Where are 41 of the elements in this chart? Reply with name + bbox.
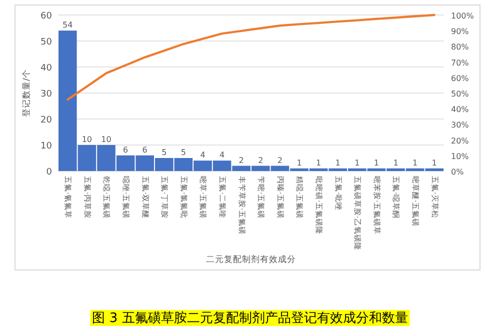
- y2-tick-label: 90%: [451, 27, 470, 36]
- y2-tick-label: 50%: [451, 90, 470, 98]
- data-label: 5: [162, 148, 167, 157]
- text: 图 3 五氟磺草胺二元复配制剂产品登记有效成分和数量: [92, 310, 408, 326]
- data-label: 1: [374, 158, 379, 168]
- data-label: 2: [238, 156, 244, 165]
- data-label: 2: [277, 156, 282, 165]
- data-label: 10: [82, 135, 92, 144]
- data-label: 1: [296, 158, 302, 168]
- y-tick-label: 0: [46, 168, 52, 178]
- data-label: 1: [393, 158, 398, 168]
- x-axis-title: 二元复配制剂有效成分: [206, 254, 296, 265]
- y-tick-label: 20: [40, 116, 52, 126]
- data-label: 2: [258, 156, 264, 165]
- y2-tick-label: 70%: [451, 58, 470, 68]
- y2-tick-label: 40%: [451, 105, 470, 114]
- y-tick-label: 40: [40, 64, 52, 74]
- data-label: 4: [220, 150, 225, 160]
- data-label: 1: [316, 158, 322, 168]
- y2-tick-label: 0%: [451, 168, 464, 176]
- y-tick-label: 30: [40, 90, 52, 100]
- data-label: 54: [62, 20, 73, 30]
- y2-tick-label: 100%: [451, 12, 474, 20]
- y-tick-label: 50: [40, 38, 52, 48]
- y-tick-label: 10: [40, 142, 52, 152]
- y2-tick-label: 10%: [451, 152, 470, 161]
- y-axis-title: 登记数量/个: [21, 69, 32, 117]
- data-label: 10: [101, 135, 112, 144]
- data-label: 4: [200, 150, 206, 160]
- data-label: 6: [142, 145, 148, 154]
- y2-tick-label: 60%: [451, 74, 470, 83]
- data-label: 5: [180, 148, 186, 157]
- data-label: 1: [432, 158, 437, 168]
- data-label: 1: [335, 158, 340, 168]
- y2-tick-label: 80%: [451, 42, 470, 52]
- data-label: 1: [354, 158, 360, 168]
- y2-tick-label: 20%: [451, 136, 470, 146]
- y-tick-label: 60: [40, 12, 52, 22]
- y2-tick-label: 30%: [451, 120, 470, 130]
- data-label: 6: [123, 145, 128, 154]
- data-label: 1: [412, 158, 418, 168]
